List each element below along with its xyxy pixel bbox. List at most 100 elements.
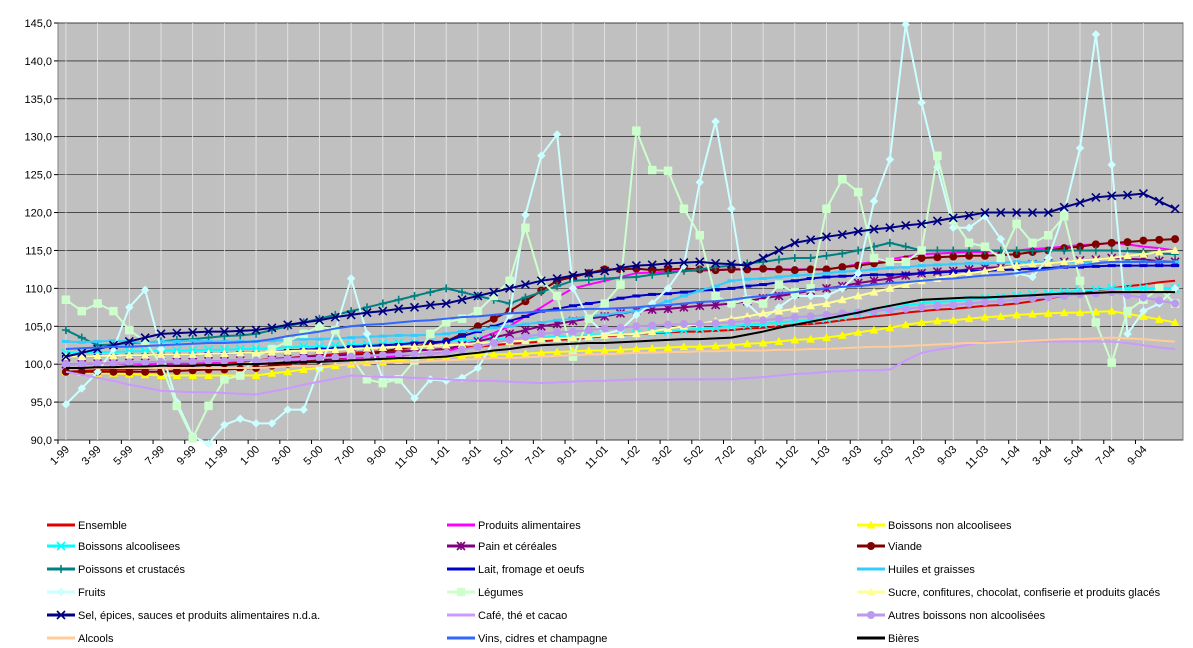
- marker: [1012, 295, 1021, 304]
- marker: [536, 151, 546, 161]
- marker: [774, 245, 784, 256]
- marker: [600, 324, 609, 333]
- y-tick-label: 115,0: [25, 245, 52, 257]
- marker: [901, 304, 910, 313]
- marker: [948, 213, 958, 223]
- marker: [695, 177, 705, 187]
- marker: [632, 126, 641, 135]
- marker: [1107, 246, 1116, 255]
- marker: [124, 350, 134, 359]
- marker: [520, 325, 530, 335]
- x-tick-label: 3-01: [460, 444, 484, 468]
- marker: [267, 347, 277, 356]
- x-tick-label: 3-99: [80, 444, 104, 468]
- marker: [1122, 190, 1133, 200]
- marker: [964, 223, 974, 233]
- series-line: [65, 291, 1176, 369]
- marker: [869, 325, 879, 334]
- marker: [267, 418, 277, 428]
- marker: [553, 282, 562, 291]
- marker: [726, 340, 736, 349]
- marker: [917, 246, 926, 255]
- marker: [1138, 311, 1148, 320]
- y-tick-label: 120,0: [24, 208, 52, 220]
- legend-label: Sel, épices, sauces et produits alimenta…: [78, 610, 320, 622]
- marker: [600, 330, 610, 339]
- marker: [600, 274, 609, 283]
- marker: [283, 337, 293, 346]
- marker: [980, 207, 990, 218]
- marker: [188, 371, 198, 380]
- marker: [536, 276, 546, 286]
- marker: [235, 348, 245, 357]
- marker: [458, 345, 467, 354]
- legend-label: Huiles et graisses: [888, 564, 975, 576]
- marker: [1076, 246, 1085, 255]
- marker: [473, 342, 482, 351]
- marker: [251, 348, 261, 357]
- marker: [441, 298, 451, 309]
- marker: [410, 342, 419, 351]
- marker: [1012, 246, 1021, 255]
- marker: [584, 314, 594, 323]
- marker: [141, 358, 150, 367]
- marker: [252, 356, 261, 365]
- marker: [996, 311, 1006, 320]
- marker: [521, 332, 530, 341]
- marker: [1091, 240, 1100, 249]
- marker: [790, 254, 799, 263]
- marker: [108, 340, 119, 350]
- marker: [631, 310, 641, 320]
- marker: [362, 329, 372, 339]
- series-lines: [61, 20, 1180, 449]
- marker: [426, 329, 435, 339]
- marker: [917, 98, 926, 107]
- marker: [695, 342, 705, 351]
- marker: [869, 224, 879, 234]
- marker: [426, 349, 435, 358]
- marker: [109, 306, 118, 316]
- marker: [584, 276, 593, 285]
- marker: [331, 353, 340, 362]
- marker: [283, 367, 293, 376]
- marker: [61, 352, 71, 362]
- marker: [299, 364, 309, 373]
- marker: [362, 303, 371, 312]
- x-tick-label: 5-03: [872, 444, 896, 468]
- x-tick-label: 5-01: [492, 444, 516, 468]
- marker: [949, 246, 958, 255]
- marker: [711, 341, 720, 350]
- x-tick-label: 7-04: [1094, 444, 1118, 468]
- marker: [236, 356, 245, 365]
- legend-label: Boissons non alcoolisees: [888, 520, 1012, 532]
- marker: [61, 326, 70, 335]
- marker: [1170, 204, 1180, 214]
- marker: [141, 367, 150, 376]
- marker: [457, 314, 467, 323]
- marker: [727, 318, 736, 327]
- marker: [1012, 219, 1021, 229]
- marker: [727, 204, 736, 214]
- marker: [901, 20, 911, 29]
- marker: [346, 274, 356, 283]
- marker: [536, 334, 546, 343]
- marker: [61, 360, 70, 369]
- marker: [679, 204, 689, 214]
- marker: [505, 276, 514, 286]
- marker: [204, 401, 213, 411]
- marker: [679, 258, 689, 268]
- marker: [822, 204, 831, 214]
- marker: [1043, 308, 1053, 317]
- marker: [996, 253, 1006, 263]
- marker: [172, 357, 181, 366]
- marker: [885, 223, 895, 233]
- marker: [204, 349, 213, 358]
- y-tick-label: 100,0: [24, 359, 52, 371]
- marker: [1091, 192, 1101, 202]
- marker: [948, 315, 958, 324]
- marker: [1075, 143, 1085, 153]
- marker: [742, 261, 752, 271]
- marker: [140, 285, 150, 295]
- x-tick-label: 5-02: [682, 444, 706, 468]
